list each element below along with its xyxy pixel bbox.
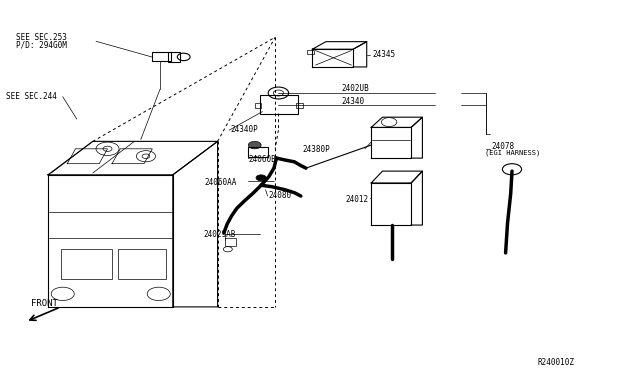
Text: SEE SEC.253: SEE SEC.253 — [16, 33, 67, 42]
Text: 2402UB: 2402UB — [342, 84, 369, 93]
Text: 24340: 24340 — [342, 97, 365, 106]
Text: 24012: 24012 — [346, 195, 369, 203]
Text: FRONT: FRONT — [31, 299, 58, 308]
Text: 24060AA: 24060AA — [205, 178, 237, 187]
Text: R240010Z: R240010Z — [538, 358, 575, 367]
Text: 24340P: 24340P — [230, 125, 258, 134]
Bar — [61, 249, 112, 279]
Circle shape — [256, 175, 266, 181]
Text: P/D: 294G0M: P/D: 294G0M — [16, 41, 67, 50]
Bar — [307, 50, 314, 54]
Text: SEE SEC.244: SEE SEC.244 — [6, 92, 57, 101]
Circle shape — [248, 141, 261, 149]
Text: 24080: 24080 — [269, 191, 292, 200]
Text: 24029AB: 24029AB — [204, 230, 236, 239]
Bar — [296, 103, 303, 108]
Bar — [118, 249, 166, 279]
Text: (EGI HARNESS): (EGI HARNESS) — [485, 149, 540, 156]
Text: 24345: 24345 — [372, 50, 396, 59]
Bar — [225, 238, 236, 246]
Bar — [255, 103, 261, 108]
Text: 24060B: 24060B — [248, 155, 276, 164]
Text: 24380P: 24380P — [302, 145, 330, 154]
Text: 24078: 24078 — [492, 142, 515, 151]
